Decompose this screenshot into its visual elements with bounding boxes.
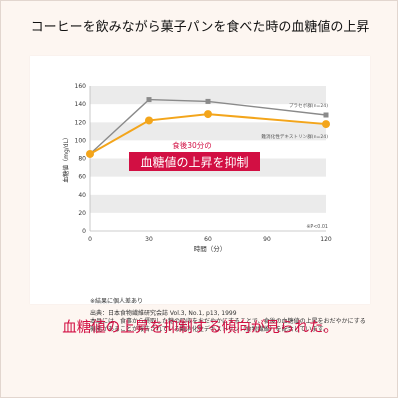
grid-band <box>90 122 326 141</box>
x-tick-label: 0 <box>88 236 92 243</box>
data-point <box>322 120 330 129</box>
individual-difference-note: ※結果に個人差あり <box>90 298 144 305</box>
series-line <box>89 113 327 155</box>
conclusion-text: 血糖値の上昇を抑制する傾向が見られた。 <box>62 320 338 336</box>
chart-card: 0 20 40 60 80 100 120 140 160 0 30 60 90 120 プラセボ群(n… <box>30 56 370 333</box>
y-tick-label: 20 <box>78 210 86 217</box>
y-axis-label: 血糖値（mg/dL） <box>62 134 70 183</box>
y-tick-label: 80 <box>78 156 86 163</box>
x-axis-label: 時間（分） <box>194 244 227 253</box>
data-point <box>323 112 329 118</box>
grid-band <box>90 212 326 231</box>
x-tick-label: 30 <box>145 236 153 243</box>
y-tick-label: 160 <box>75 83 87 90</box>
significance-note: ※P<0.01 <box>306 224 328 230</box>
x-tick-label: 60 <box>204 236 212 243</box>
annotation-caption: 食後30分の <box>172 140 212 150</box>
source-citation: 出典：日本食物繊維研究会誌 Vol.3, No.1, p13, 1999 <box>90 310 237 317</box>
grid-band <box>90 176 326 195</box>
grid-band <box>90 194 326 213</box>
y-tick-label: 0 <box>82 228 86 235</box>
data-point <box>205 98 211 104</box>
data-point <box>146 97 152 103</box>
data-point <box>86 149 94 158</box>
page-headline: コーヒーを飲みながら菓子パンを食べた時の血糖値の上昇 <box>30 20 370 35</box>
series-line <box>89 98 327 155</box>
x-tick-label: 90 <box>263 236 271 243</box>
y-tick-label: 60 <box>78 174 86 181</box>
y-tick-label: 140 <box>75 101 87 108</box>
y-tick-label: 40 <box>78 192 86 199</box>
blood-glucose-chart: 0 20 40 60 80 100 120 140 160 0 30 60 90 120 プラセボ群(n… <box>62 83 332 253</box>
data-point <box>204 110 212 119</box>
legend-entry: プラセボ群(n=24) <box>289 102 328 109</box>
y-tick-label: 120 <box>75 119 87 126</box>
legend-entry: 難消化性デキストリン群(n=24) <box>261 133 328 140</box>
data-point <box>145 116 153 125</box>
y-tick-label: 100 <box>75 137 87 144</box>
annotation-banner-text: 血糖値の上昇を抑制 <box>140 155 248 170</box>
annotation-banner <box>129 152 260 171</box>
product-description: 本品には、食事から摂取した糖の吸収をおだやかにすることで、食後の血糖値の上昇をお… <box>90 318 366 333</box>
x-tick-label: 120 <box>320 236 332 243</box>
